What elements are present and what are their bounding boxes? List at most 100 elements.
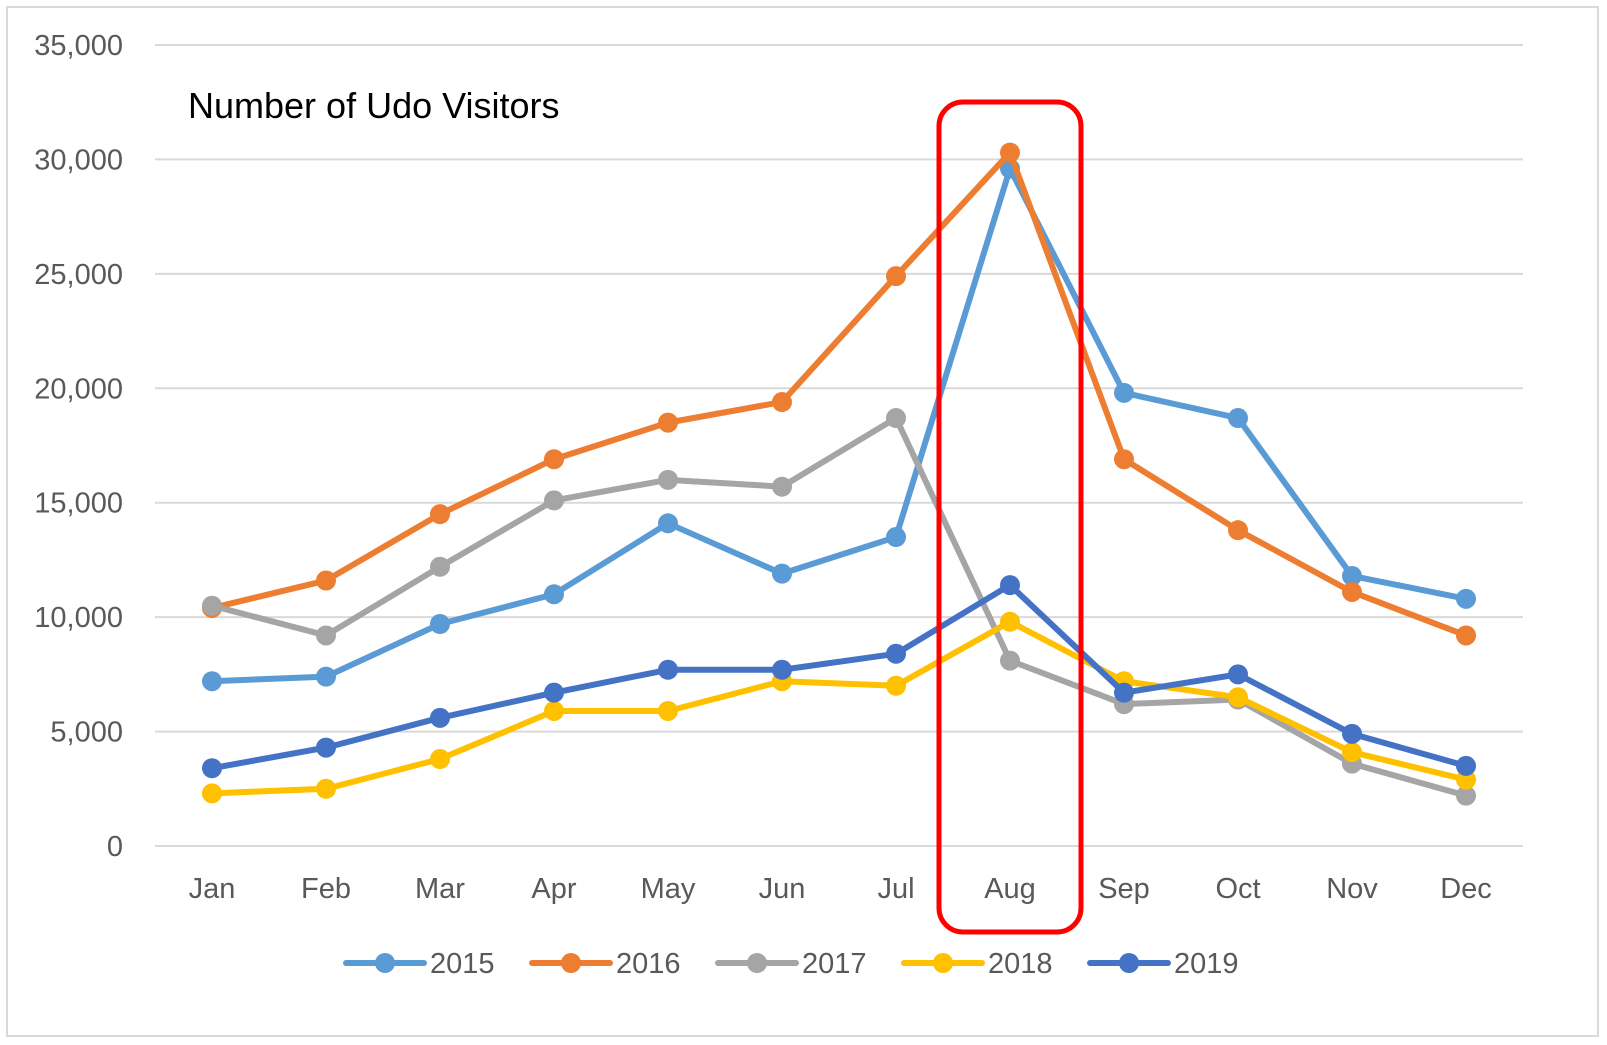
highlight-box-aug bbox=[936, 99, 1084, 935]
y-tick-label: 30,000 bbox=[34, 144, 123, 176]
data-point bbox=[1456, 785, 1476, 806]
chart-frame bbox=[6, 6, 1599, 1037]
legend-marker bbox=[933, 953, 953, 973]
data-point bbox=[544, 449, 564, 470]
data-point bbox=[316, 570, 336, 591]
data-point bbox=[544, 584, 564, 605]
data-point bbox=[1228, 520, 1248, 541]
data-point bbox=[430, 749, 450, 770]
y-tick-label: 15,000 bbox=[34, 488, 123, 520]
legend-marker bbox=[375, 953, 395, 973]
data-point bbox=[658, 412, 678, 433]
legend-marker bbox=[747, 953, 767, 973]
data-point bbox=[202, 595, 222, 616]
series-2016 bbox=[202, 142, 1476, 646]
y-tick-label: 5,000 bbox=[50, 717, 123, 749]
data-point bbox=[1456, 625, 1476, 646]
legend-label: 2019 bbox=[1174, 948, 1239, 980]
data-point bbox=[316, 737, 336, 758]
data-point bbox=[202, 671, 222, 692]
x-tick-label: Jun bbox=[759, 873, 806, 905]
data-point bbox=[658, 700, 678, 721]
data-point bbox=[430, 504, 450, 525]
data-point bbox=[1456, 769, 1476, 790]
legend-item-2018: 2018 bbox=[901, 948, 1053, 980]
x-tick-label: Jan bbox=[189, 873, 236, 905]
data-point bbox=[886, 408, 906, 429]
legend: 2015 2016 2017 2018 2019 bbox=[343, 948, 1239, 980]
legend-label: 2017 bbox=[802, 948, 867, 980]
data-point bbox=[886, 675, 906, 696]
legend-label: 2015 bbox=[430, 948, 495, 980]
data-point bbox=[1342, 581, 1362, 602]
data-point bbox=[772, 563, 792, 584]
series-2018 bbox=[202, 611, 1476, 804]
data-point bbox=[886, 266, 906, 287]
data-point bbox=[1342, 742, 1362, 763]
data-point bbox=[1228, 664, 1248, 685]
data-point bbox=[202, 758, 222, 779]
data-point bbox=[1228, 408, 1248, 429]
y-axis-ticks: 0 5,000 10,000 15,000 20,000 25,000 30,000 35,0… bbox=[34, 30, 123, 863]
y-tick-label: 0 bbox=[107, 831, 123, 863]
data-point bbox=[1000, 142, 1020, 163]
x-tick-label: Feb bbox=[301, 873, 351, 905]
data-point bbox=[1456, 755, 1476, 776]
x-tick-label: Apr bbox=[531, 873, 576, 905]
x-tick-label: Jul bbox=[877, 873, 914, 905]
data-point bbox=[1000, 611, 1020, 632]
data-point bbox=[772, 476, 792, 497]
legend-marker bbox=[561, 953, 581, 973]
series-line bbox=[209, 582, 1469, 772]
data-point bbox=[1114, 382, 1134, 403]
x-tick-label: Sep bbox=[1098, 873, 1150, 905]
data-point bbox=[1228, 687, 1248, 708]
y-tick-label: 20,000 bbox=[34, 373, 123, 405]
series-line bbox=[209, 618, 1469, 797]
legend-label: 2018 bbox=[988, 948, 1053, 980]
gridlines bbox=[155, 44, 1523, 847]
series-2019 bbox=[202, 575, 1476, 779]
x-tick-label: Mar bbox=[415, 873, 465, 905]
series-group bbox=[202, 142, 1476, 806]
x-tick-label: May bbox=[641, 873, 696, 905]
series-2015 bbox=[202, 158, 1476, 692]
x-tick-label: Dec bbox=[1440, 873, 1492, 905]
data-point bbox=[430, 556, 450, 577]
data-point bbox=[886, 527, 906, 548]
series-2017 bbox=[202, 408, 1476, 806]
x-tick-label: Oct bbox=[1215, 873, 1260, 905]
data-point bbox=[772, 392, 792, 413]
data-point bbox=[1114, 682, 1134, 703]
data-point bbox=[1000, 650, 1020, 671]
data-point bbox=[658, 513, 678, 534]
data-point bbox=[1342, 723, 1362, 744]
data-point bbox=[430, 614, 450, 635]
data-point bbox=[1114, 449, 1134, 470]
data-point bbox=[772, 659, 792, 680]
data-point bbox=[544, 490, 564, 511]
series-line bbox=[209, 165, 1469, 685]
data-point bbox=[316, 778, 336, 799]
legend-item-2016: 2016 bbox=[529, 948, 681, 980]
data-point bbox=[658, 469, 678, 490]
data-point bbox=[544, 700, 564, 721]
x-axis-ticks: Jan Feb Mar Apr May Jun Jul Aug Sep Oct Nov Dec bbox=[189, 873, 1492, 905]
legend-item-2015: 2015 bbox=[343, 948, 495, 980]
data-point bbox=[886, 643, 906, 664]
data-point bbox=[1342, 565, 1362, 586]
data-point bbox=[316, 666, 336, 687]
data-point bbox=[202, 783, 222, 804]
y-tick-label: 35,000 bbox=[34, 30, 123, 62]
y-tick-label: 25,000 bbox=[34, 259, 123, 291]
data-point bbox=[430, 707, 450, 728]
data-point bbox=[544, 682, 564, 703]
legend-marker bbox=[1119, 953, 1139, 973]
data-point bbox=[658, 659, 678, 680]
series-line bbox=[209, 415, 1469, 799]
x-tick-label: Aug bbox=[984, 873, 1036, 905]
y-tick-label: 10,000 bbox=[34, 602, 123, 634]
chart-title: Number of Udo Visitors bbox=[188, 85, 559, 126]
legend-label: 2016 bbox=[616, 948, 681, 980]
